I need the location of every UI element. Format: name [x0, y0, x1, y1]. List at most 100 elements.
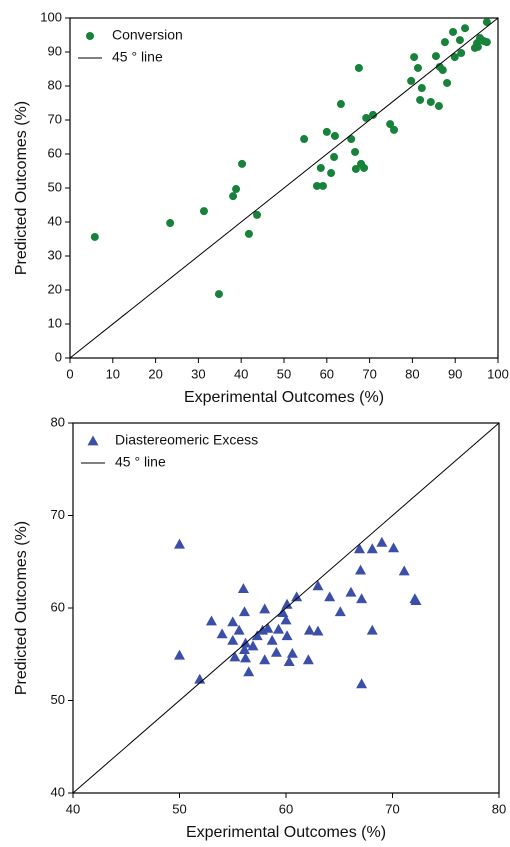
data-point [407, 76, 416, 85]
data-point [353, 543, 365, 554]
data-point [229, 651, 241, 662]
data-point [322, 127, 331, 136]
y-tick-label: 60 [51, 599, 65, 614]
data-point [413, 63, 422, 72]
x-tick-label: 30 [191, 366, 205, 381]
data-point [482, 38, 491, 47]
data-point [417, 84, 426, 93]
data-point [259, 603, 271, 614]
data-point [330, 131, 339, 140]
data-point [238, 159, 247, 168]
data-point [237, 583, 249, 593]
data-point [388, 542, 400, 553]
legend-label: Diastereomeric Excess [115, 432, 258, 448]
data-point [174, 538, 185, 549]
data-point [238, 644, 250, 655]
y-axis-title: Predicted Outcomes (%) [13, 521, 30, 695]
data-point [312, 181, 321, 190]
y-tick-label: 80 [51, 414, 65, 429]
legend-label: 45 ° line [115, 454, 166, 470]
data-point [443, 78, 452, 87]
data-point [281, 630, 293, 641]
x-tick-label: 50 [172, 801, 186, 816]
reference-line [69, 17, 499, 359]
x-tick-label: 50 [277, 366, 291, 381]
data-point [194, 673, 206, 684]
data-point [280, 614, 292, 625]
y-tick-label: 30 [48, 247, 62, 262]
y-tick-label: 20 [48, 281, 62, 296]
data-point [312, 625, 324, 636]
data-point [354, 63, 363, 72]
data-point [251, 630, 263, 641]
data-point [214, 290, 223, 299]
data-point [449, 27, 458, 36]
data-point [324, 591, 336, 602]
data-point [369, 110, 378, 119]
data-point [366, 624, 378, 635]
data-point [233, 624, 245, 635]
data-point [281, 598, 293, 609]
y-tick-label: 0 [55, 349, 62, 364]
x-tick-label: 60 [279, 801, 293, 816]
x-tick-label: 80 [405, 366, 419, 381]
data-point [334, 606, 346, 617]
data-point [243, 666, 255, 677]
data-point [376, 536, 388, 547]
x-tick-label: 70 [362, 366, 376, 381]
y-tick-label: 80 [48, 77, 62, 92]
data-point [312, 580, 324, 591]
data-point [229, 192, 238, 201]
data-point [473, 42, 482, 51]
data-point [303, 624, 315, 635]
x-axis-title: Experimental Outcomes (%) [184, 389, 384, 406]
data-point [286, 647, 298, 658]
data-point [482, 18, 491, 27]
x-tick-label: 10 [106, 366, 120, 381]
x-tick-label: 40 [234, 366, 248, 381]
y-tick-label: 70 [48, 111, 62, 126]
data-point [216, 628, 228, 639]
data-point [253, 210, 262, 219]
x-tick-label: 20 [148, 366, 162, 381]
data-point [398, 565, 410, 576]
data-point [461, 24, 470, 33]
data-point [457, 49, 466, 58]
data-point [410, 595, 422, 605]
y-tick-label: 50 [51, 692, 65, 707]
data-point [434, 102, 443, 111]
data-point [345, 586, 357, 597]
x-tick-label: 70 [385, 801, 399, 816]
data-point [327, 169, 336, 178]
data-point [270, 646, 282, 657]
legend-label: Conversion [112, 27, 183, 43]
data-point [386, 120, 395, 129]
x-tick-label: 100 [487, 366, 509, 381]
data-point [232, 185, 241, 194]
y-tick-label: 40 [51, 784, 65, 799]
data-point [205, 615, 217, 626]
data-point [238, 606, 250, 617]
data-point [262, 622, 274, 633]
data-point [410, 53, 419, 62]
y-tick-label: 60 [48, 145, 62, 160]
data-point [300, 135, 309, 144]
legend-label: 45 ° line [112, 49, 163, 65]
y-tick-label: 50 [48, 179, 62, 194]
data-point [351, 164, 360, 173]
y-tick-label: 70 [51, 507, 65, 522]
x-tick-label: 90 [448, 366, 462, 381]
legend-marker [86, 32, 94, 40]
y-axis-title: Predicted Outcomes (%) [13, 101, 30, 275]
x-tick-label: 60 [320, 366, 334, 381]
data-point [302, 654, 314, 665]
data-point [291, 591, 303, 602]
data-point [438, 66, 447, 75]
data-point [360, 163, 369, 172]
data-point [389, 125, 398, 134]
x-tick-label: 40 [66, 801, 80, 816]
data-point [240, 652, 252, 663]
data-point [199, 207, 208, 216]
data-point [283, 656, 295, 667]
